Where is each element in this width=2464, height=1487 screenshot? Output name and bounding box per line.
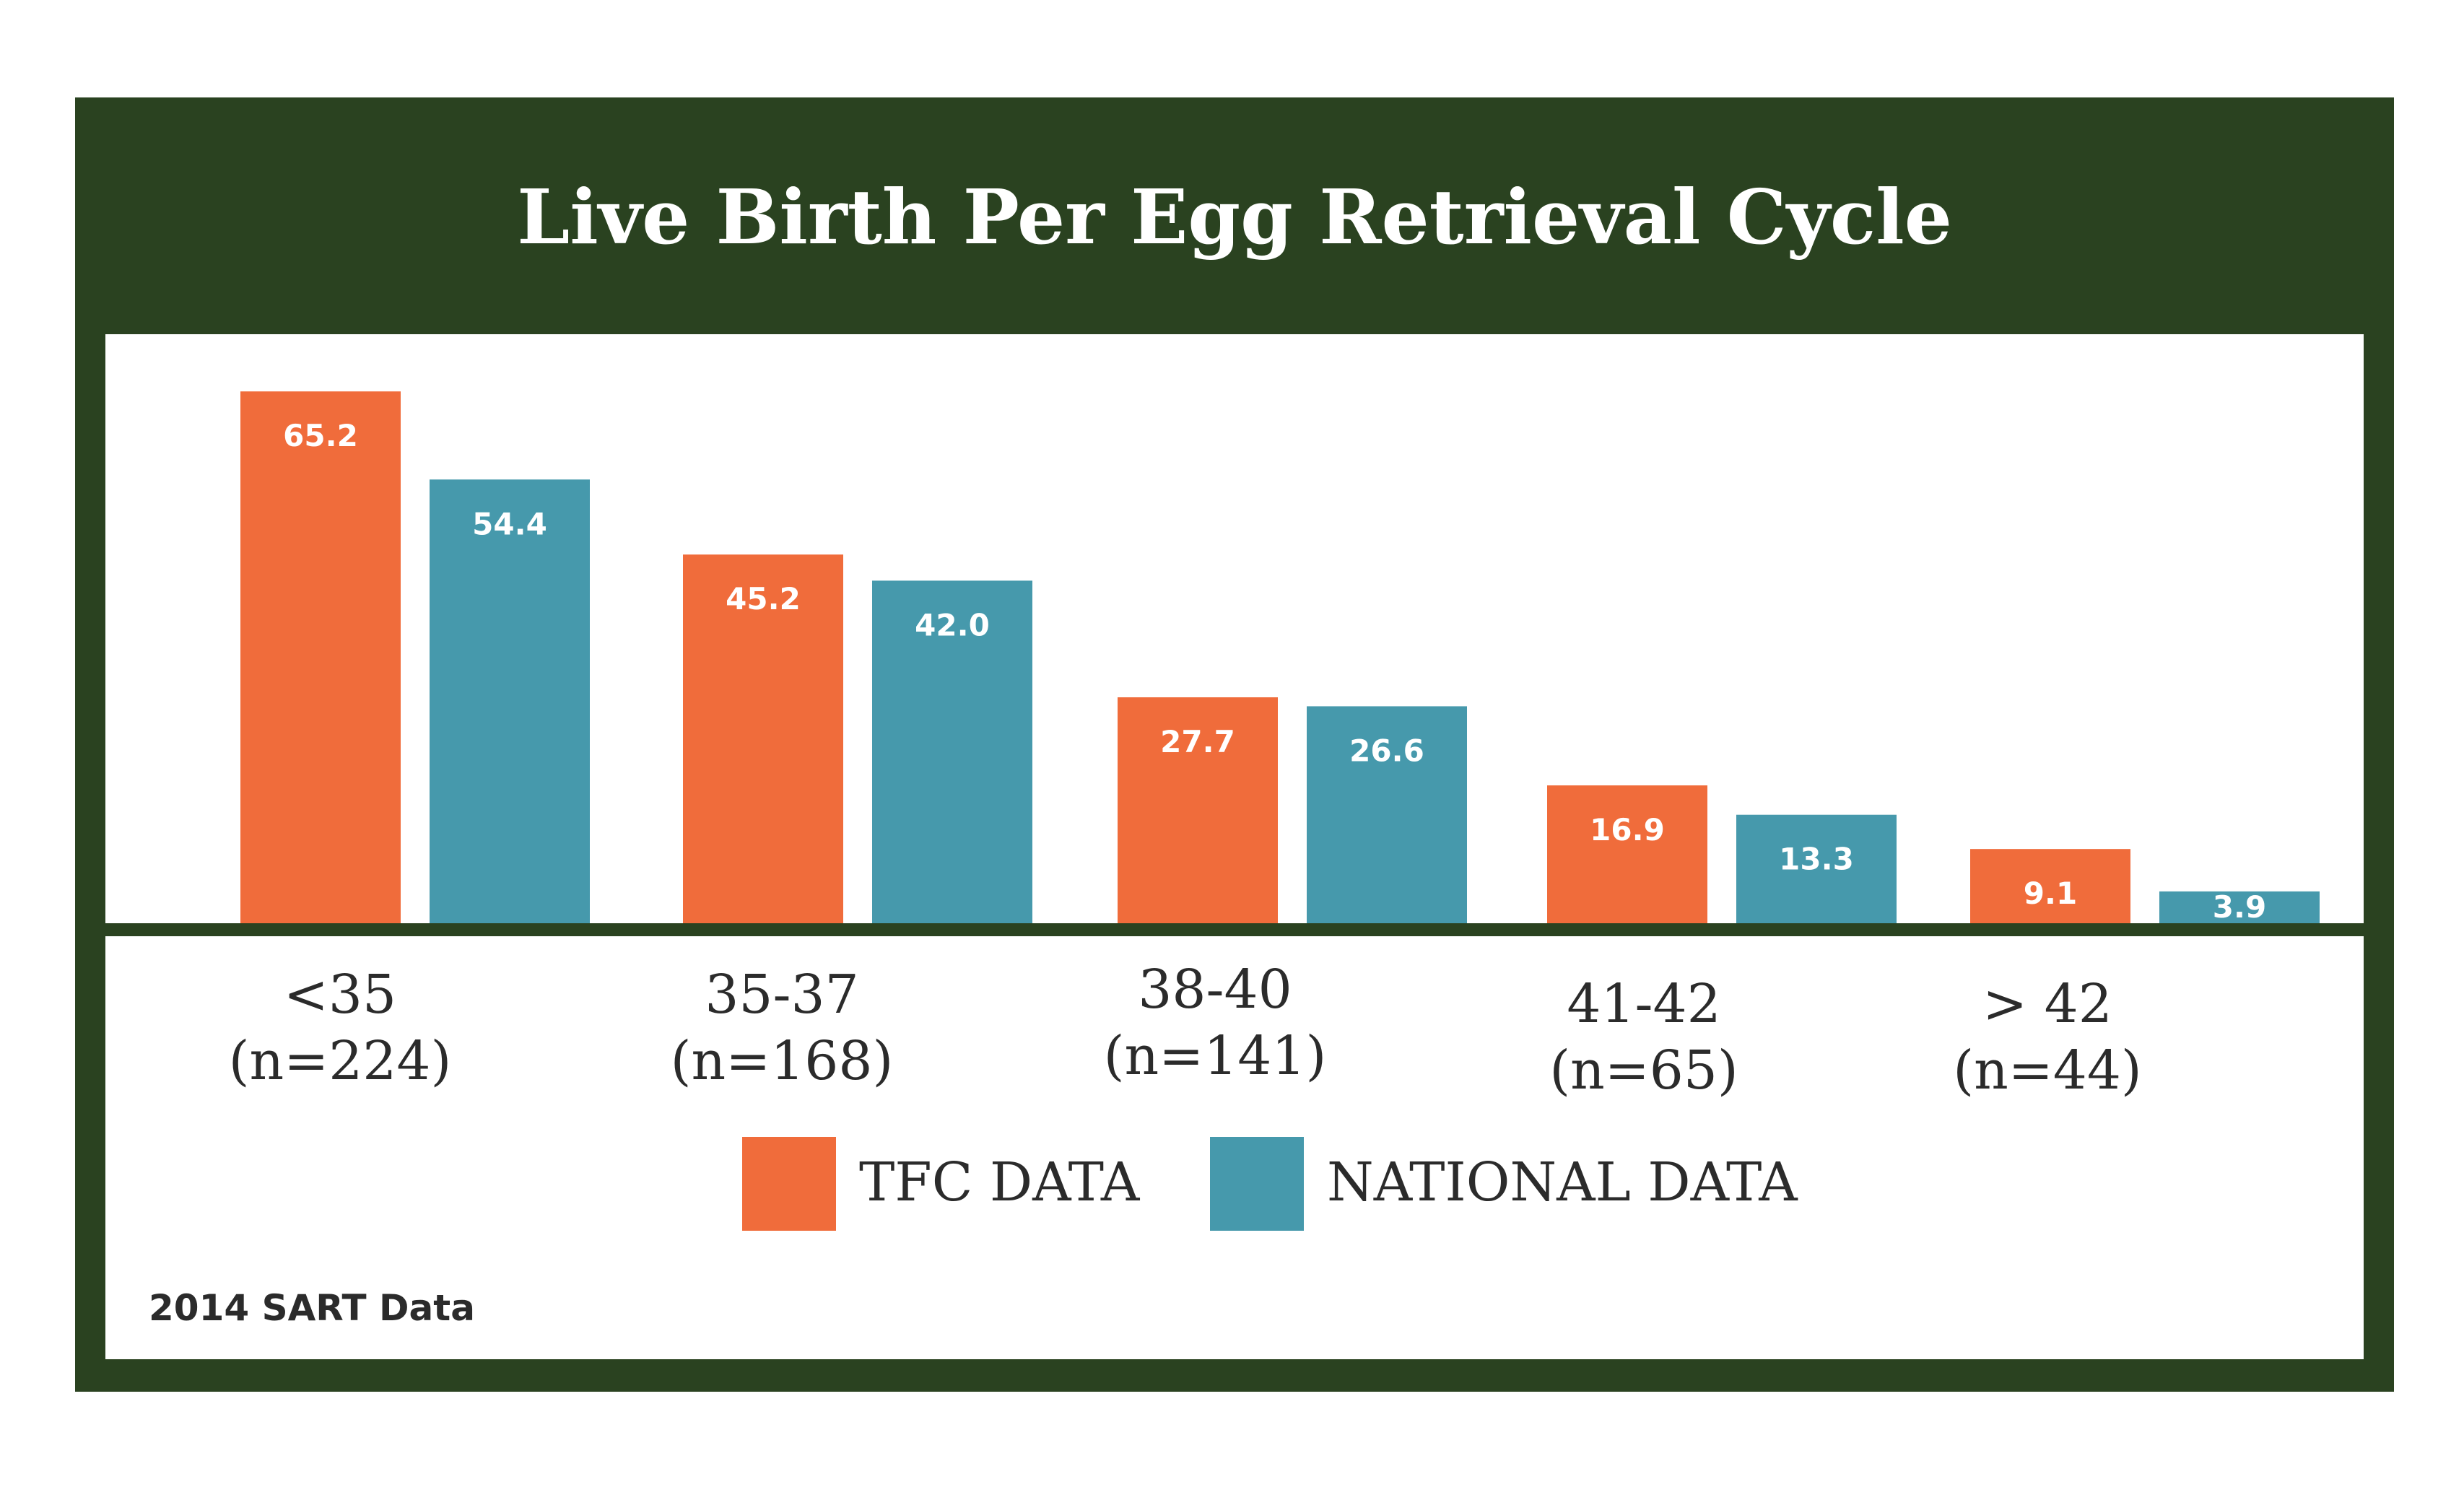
data-label-national-2: 26.6 [1349, 733, 1424, 768]
bar-national-4 [2159, 891, 2320, 923]
legend-swatch-tfc [742, 1137, 836, 1231]
bar-national-3 [1736, 814, 1897, 923]
axis-and-legend-panel: <35 (n=224) 35-37 (n=168) 38-40 (n=141) … [105, 936, 2364, 1359]
data-label-tfc-3: 16.9 [1590, 812, 1665, 847]
data-label-tfc-4: 9.1 [2024, 876, 2077, 911]
bar-tfc-1 [683, 554, 843, 923]
category-label-3: 41-42 (n=65) [1485, 971, 1803, 1104]
legend-label-national: NATIONAL DATA [1327, 1151, 1798, 1213]
category-count-0: (n=224) [228, 1030, 452, 1092]
category-age-2: 38-40 [1138, 959, 1292, 1021]
data-label-national-1: 42.0 [915, 607, 990, 642]
bar-tfc-4 [1970, 849, 2130, 923]
bar-tfc-3 [1547, 785, 1707, 923]
category-label-4: > 42 (n=44) [1889, 971, 2206, 1104]
legend-label-tfc: TFC DATA [859, 1151, 1140, 1213]
bar-tfc-2 [1118, 697, 1278, 923]
category-label-1: 35-37 (n=168) [623, 961, 941, 1094]
category-age-4: > 42 [1982, 973, 2112, 1035]
category-age-3: 41-42 [1567, 973, 1721, 1035]
category-age-1: 35-37 [705, 964, 859, 1026]
chart-frame: Live Birth Per Egg Retrieval Cycle 65.2 4… [75, 97, 2394, 1392]
category-label-0: <35 (n=224) [181, 961, 499, 1094]
plot-area: 65.2 45.2 27.7 16.9 9.1 54.4 42.0 26.6 13.3 3.9 [105, 334, 2364, 923]
category-label-2: 38-40 (n=141) [1056, 956, 1374, 1089]
legend-swatch-national [1210, 1137, 1304, 1231]
data-label-national-0: 54.4 [472, 506, 547, 541]
data-label-national-4: 3.9 [2213, 889, 2266, 923]
source-note: 2014 SART Data [149, 1287, 475, 1329]
bar-national-0 [430, 479, 590, 923]
data-label-tfc-0: 65.2 [283, 418, 358, 453]
legend: TFC DATA NATIONAL DATA [105, 1137, 2364, 1231]
category-age-0: <35 [283, 964, 397, 1026]
category-count-4: (n=44) [1953, 1039, 2142, 1102]
bar-national-2 [1307, 706, 1467, 923]
bar-national-1 [872, 580, 1032, 923]
chart-title: Live Birth Per Egg Retrieval Cycle [517, 172, 1952, 261]
bar-tfc-0 [240, 391, 401, 923]
data-label-tfc-2: 27.7 [1160, 724, 1235, 759]
data-label-national-3: 13.3 [1779, 842, 1854, 877]
category-count-2: (n=141) [1103, 1025, 1327, 1087]
x-axis-line [105, 923, 2364, 936]
category-count-3: (n=65) [1549, 1039, 1738, 1102]
bar-chart-svg: 65.2 45.2 27.7 16.9 9.1 54.4 42.0 26.6 13.3 3.9 [240, 391, 2320, 923]
category-count-1: (n=168) [670, 1030, 894, 1092]
data-label-tfc-1: 45.2 [726, 581, 801, 616]
